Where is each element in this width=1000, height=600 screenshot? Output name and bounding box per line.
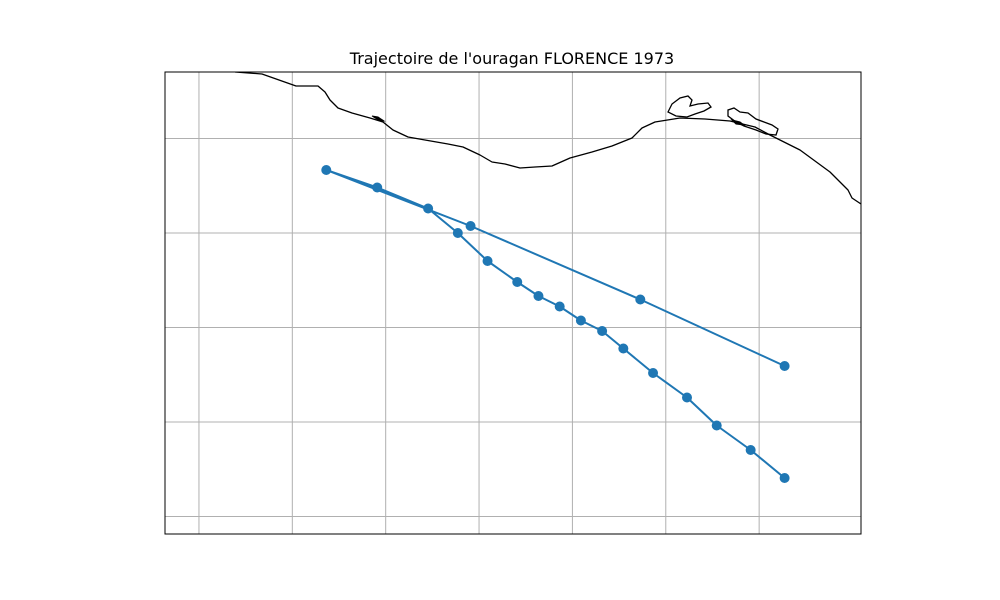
track-point — [779, 361, 790, 371]
track-point — [554, 301, 565, 312]
track-point — [779, 473, 790, 483]
map-gridlines — [165, 72, 861, 534]
track-point — [372, 182, 383, 193]
coastline-lagoon-west — [371, 115, 386, 122]
track-point — [482, 256, 493, 266]
track-point — [618, 343, 629, 354]
track-layer — [321, 165, 790, 483]
track-point — [533, 291, 544, 301]
track-point — [321, 165, 332, 175]
map-frame — [164, 71, 862, 535]
track-point — [745, 445, 756, 455]
track-point — [635, 294, 646, 305]
coastline-island — [667, 95, 712, 118]
coastline — [234, 72, 861, 205]
track-line — [325, 169, 786, 479]
track-point — [575, 315, 586, 326]
track-point — [648, 368, 659, 378]
track-point — [465, 221, 476, 231]
track-point — [597, 326, 608, 336]
track-point — [682, 392, 692, 403]
coastline-lagoon-inlet — [730, 119, 746, 126]
track-point — [512, 277, 523, 287]
track-point — [711, 420, 722, 431]
map-title: Trajectoire de l'ouragan FLORENCE 1973 — [349, 49, 674, 68]
track-point — [452, 228, 463, 238]
coastline-lagoon — [727, 107, 779, 136]
track-point — [423, 203, 434, 214]
